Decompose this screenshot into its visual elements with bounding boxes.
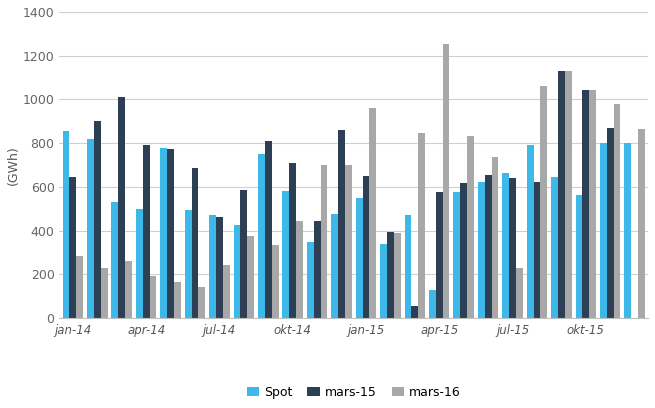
Bar <box>614 104 620 318</box>
Bar <box>143 145 149 318</box>
Bar <box>94 121 101 318</box>
Bar <box>534 182 540 318</box>
Bar <box>624 143 631 318</box>
Bar <box>307 242 314 318</box>
Bar <box>565 71 572 318</box>
Bar <box>509 178 516 318</box>
Bar <box>429 290 436 318</box>
Bar <box>405 215 411 318</box>
Bar <box>453 193 460 318</box>
Bar <box>282 191 290 318</box>
Bar <box>467 135 474 318</box>
Bar <box>380 244 387 318</box>
Bar <box>411 306 419 318</box>
Bar <box>272 245 278 318</box>
Bar <box>209 215 216 318</box>
Bar <box>607 128 614 318</box>
Bar <box>436 193 443 318</box>
Bar <box>331 214 338 318</box>
Bar <box>551 177 558 318</box>
Bar <box>600 143 607 318</box>
Bar <box>198 286 205 318</box>
Bar <box>345 165 352 318</box>
Bar <box>356 198 363 318</box>
Bar <box>160 148 167 318</box>
Bar <box>540 86 547 318</box>
Bar <box>363 176 369 318</box>
Y-axis label: (GWh): (GWh) <box>7 145 20 185</box>
Bar <box>167 149 174 318</box>
Bar <box>369 108 376 318</box>
Bar <box>174 282 181 318</box>
Bar <box>320 165 328 318</box>
Bar <box>63 131 69 318</box>
Bar <box>485 175 491 318</box>
Bar <box>290 163 296 318</box>
Bar <box>119 97 125 318</box>
Bar <box>558 71 565 318</box>
Bar <box>216 217 223 318</box>
Bar <box>258 154 265 318</box>
Bar <box>527 145 534 318</box>
Bar <box>234 225 240 318</box>
Bar <box>443 44 449 318</box>
Bar <box>77 256 83 318</box>
Bar <box>69 177 77 318</box>
Bar <box>394 233 401 318</box>
Bar <box>101 268 107 318</box>
Bar <box>576 195 582 318</box>
Bar <box>87 139 94 318</box>
Bar <box>240 190 248 318</box>
Legend: Spot, mars-15, mars-16: Spot, mars-15, mars-16 <box>242 381 466 404</box>
Bar <box>582 90 590 318</box>
Bar <box>460 183 467 318</box>
Bar <box>111 202 119 318</box>
Bar <box>478 182 485 318</box>
Bar <box>516 268 523 318</box>
Bar <box>191 169 198 318</box>
Bar <box>491 157 498 318</box>
Bar <box>338 130 345 318</box>
Bar <box>223 265 230 318</box>
Bar <box>387 232 394 318</box>
Bar <box>149 275 157 318</box>
Bar <box>419 133 425 318</box>
Bar <box>136 209 143 318</box>
Bar <box>590 90 596 318</box>
Bar <box>265 141 272 318</box>
Bar <box>296 221 303 318</box>
Bar <box>125 262 132 318</box>
Bar <box>248 236 254 318</box>
Bar <box>502 173 509 318</box>
Bar <box>314 221 320 318</box>
Bar <box>185 210 191 318</box>
Bar <box>638 129 645 318</box>
